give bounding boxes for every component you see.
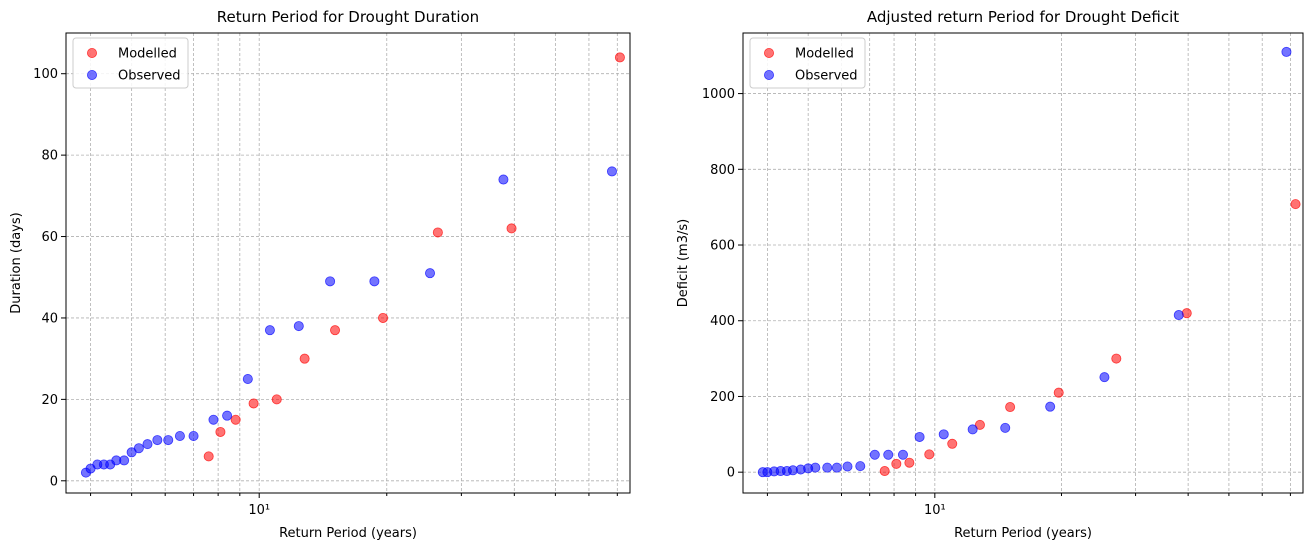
data-point [230, 414, 241, 425]
data-point [293, 321, 304, 332]
data-point [1000, 422, 1011, 433]
data-point [897, 449, 908, 460]
data-point [432, 227, 443, 238]
data-point [614, 52, 625, 63]
series-observed [80, 166, 617, 478]
data-point [369, 276, 380, 287]
data-point [1045, 401, 1056, 412]
chart-title: Return Period for Drought Duration [217, 8, 479, 26]
legend-label: Modelled [795, 47, 854, 62]
y-tick-label: 0 [727, 466, 735, 481]
series-observed [757, 46, 1292, 478]
series-modelled [203, 52, 625, 462]
data-point [1053, 387, 1064, 398]
data-point [325, 276, 336, 287]
data-point [271, 394, 282, 405]
legend-label: Observed [118, 69, 181, 84]
grid: 0 200 400 600 800 1000 10¹ [702, 33, 1303, 518]
data-point [883, 449, 894, 460]
data-point [506, 223, 517, 234]
legend-label: Observed [795, 69, 858, 84]
data-point [1281, 46, 1292, 57]
data-point [425, 268, 436, 279]
legend-box [72, 37, 189, 89]
data-point [203, 451, 214, 462]
data-point [378, 312, 389, 323]
x-tick-label: 10¹ [924, 503, 946, 518]
data-point [1173, 310, 1184, 321]
data-point [222, 410, 233, 421]
data-point [904, 457, 915, 468]
legend-label: Modelled [118, 47, 177, 62]
y-tick-label: 80 [41, 149, 58, 164]
data-point [498, 174, 509, 185]
data-point [215, 426, 226, 437]
data-point [142, 439, 153, 450]
y-tick-label: 100 [33, 67, 58, 82]
x-axis-label: Return Period (years) [279, 526, 417, 541]
data-point [967, 424, 978, 435]
data-point [1005, 402, 1016, 413]
y-tick-label: 200 [710, 390, 735, 405]
data-point [947, 438, 958, 449]
y-tick-label: 0 [50, 474, 58, 489]
y-tick-label: 20 [41, 393, 58, 408]
data-point [119, 455, 130, 466]
data-point [924, 449, 935, 460]
plot-frame [742, 32, 1304, 494]
data-point [188, 431, 199, 442]
grid: 0 20 40 60 80 100 10¹ [33, 33, 630, 518]
series-modelled [879, 199, 1301, 477]
data-point [264, 325, 275, 336]
y-tick-label: 800 [710, 163, 735, 178]
data-point [242, 374, 253, 385]
y-tick-label: 40 [41, 311, 58, 326]
data-point [1099, 372, 1110, 383]
legend-box [749, 37, 866, 89]
x-axis-label: Return Period (years) [954, 526, 1092, 541]
data-point [914, 431, 925, 442]
data-point [152, 435, 163, 446]
data-point [831, 462, 842, 473]
chart-title: Adjusted return Period for Drought Defic… [867, 8, 1179, 26]
y-tick-label: 60 [41, 230, 58, 245]
data-point [174, 431, 185, 442]
y-tick-label: 1000 [702, 87, 735, 102]
data-point [855, 461, 866, 472]
data-point [248, 398, 259, 409]
y-tick-label: 600 [710, 239, 735, 254]
data-point [1111, 353, 1122, 364]
data-point [842, 461, 853, 472]
right-chart: 0 200 400 600 800 1000 10¹ Adjusted return Per… [676, 8, 1304, 541]
x-tick-label: 10¹ [248, 503, 270, 518]
legend-marker [87, 70, 98, 81]
left-chart: 0 20 40 60 80 100 10¹ Return Period for Drough… [9, 8, 631, 541]
data-point [606, 166, 617, 177]
data-point [163, 435, 174, 446]
data-point [891, 458, 902, 469]
data-point [869, 449, 880, 460]
y-axis-label: Duration (days) [9, 212, 24, 313]
plot-frame [65, 32, 631, 494]
y-tick-label: 400 [710, 314, 735, 329]
data-point [974, 419, 985, 430]
data-point [299, 353, 310, 364]
y-axis-label: Deficit (m3/s) [676, 219, 691, 307]
legend: Modelled Observed [749, 37, 866, 89]
data-point [879, 466, 890, 477]
legend-marker [764, 48, 775, 59]
data-point [938, 429, 949, 440]
data-point [330, 325, 341, 336]
data-point [1290, 199, 1301, 210]
legend-marker [764, 70, 775, 81]
data-point [133, 443, 144, 454]
data-point [208, 414, 219, 425]
data-point [822, 462, 833, 473]
data-point [810, 462, 821, 473]
legend: Modelled Observed [72, 37, 189, 89]
legend-marker [87, 48, 98, 59]
